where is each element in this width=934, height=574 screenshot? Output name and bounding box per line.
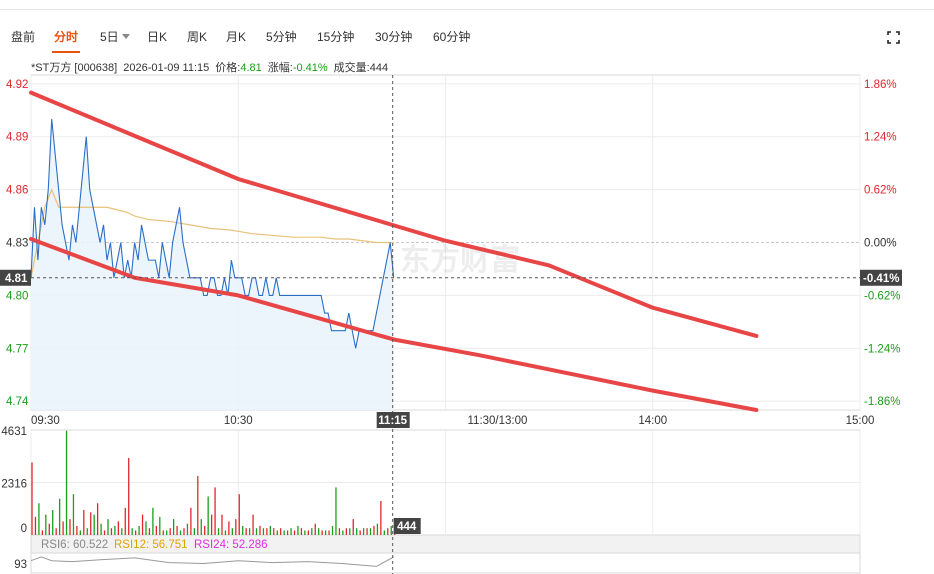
y-tick-right: -0.62%	[864, 290, 900, 302]
rsi24-label: RSI24: 52.286	[194, 539, 268, 551]
price-value: 4.81	[240, 62, 262, 74]
tab-weekly-k[interactable]: 周K	[187, 30, 208, 44]
crosshair-volume-box	[393, 518, 421, 534]
tab-60min[interactable]: 60分钟	[433, 30, 471, 44]
average-line-layer	[30, 187, 394, 278]
change-value: -0.41%	[292, 62, 328, 74]
volume-bars-layer	[31, 430, 396, 535]
rsi-y-tick: 93	[14, 559, 27, 571]
volume-y-tick: 2316	[1, 478, 27, 490]
chevron-down-icon	[121, 34, 130, 39]
y-tick-left: 4.92	[6, 79, 28, 91]
crosshair-volume: 444	[397, 521, 417, 533]
tab-15min[interactable]: 15分钟	[317, 30, 355, 44]
tab-monthly-k[interactable]: 月K	[226, 30, 247, 44]
tab-daily-k[interactable]: 日K	[147, 30, 168, 44]
y-tick-left: 4.80	[6, 290, 28, 302]
crosshair-pct-box	[860, 269, 902, 286]
price-area-layer	[31, 119, 394, 410]
y-tick-left: 4.89	[6, 132, 28, 144]
x-tick: 10:30	[224, 415, 253, 427]
y-tick-left: 4.74	[6, 396, 29, 408]
tab-premarket[interactable]: 盘前	[11, 30, 36, 44]
volume-y-tick: 4631	[1, 426, 27, 438]
crosshair-time: 11:15	[378, 415, 407, 427]
trend-line-1	[29, 90, 759, 338]
crosshair-pct: -0.41%	[863, 273, 899, 285]
volume-value: 444	[369, 62, 389, 74]
tab-5min[interactable]: 5分钟	[266, 30, 297, 44]
y-tick-right: 0.00%	[864, 238, 897, 250]
y-tick-right: 0.62%	[864, 185, 897, 197]
tab-30min[interactable]: 30分钟	[375, 30, 413, 44]
volume-label: 成交量:	[333, 62, 370, 74]
tab-5day[interactable]: 5日	[100, 24, 130, 50]
volume-y-tick: 0	[21, 523, 27, 535]
crosshair-price-box	[0, 269, 31, 286]
y-tick-right: -1.24%	[864, 343, 900, 355]
rsi12-label: RSI12: 56.751	[114, 539, 188, 551]
y-tick-right: -1.86%	[864, 396, 900, 408]
y-tick-left: 4.77	[6, 343, 28, 355]
fullscreen-icon[interactable]	[887, 31, 900, 44]
crosshair-price: 4.81	[5, 273, 28, 285]
axis-labels-layer: 4.92 1.86% 4.89 1.24% 4.86 0.62% 4.83 0.00% 4.80…	[1, 79, 900, 571]
price-area-fill	[31, 119, 394, 410]
price-label: 价格:	[215, 62, 241, 74]
tab-5day-label: 5日	[100, 30, 119, 44]
crosshair-layer: 4.81 -0.41% 11:15 444	[0, 75, 902, 574]
watermark: 东方财富	[400, 243, 520, 277]
tab-intraday[interactable]: 分时	[51, 24, 81, 53]
period-tabs: 盘前 分时 5日 日K 周K 月K 5分钟 15分钟 30分钟 60分钟	[0, 24, 934, 53]
top-border	[0, 0, 934, 10]
stock-name-code: *ST万方 [000638]	[31, 62, 118, 74]
x-tick: 11:30/13:00	[468, 415, 528, 427]
y-tick-left: 4.83	[6, 238, 28, 250]
rsi-layer: RSI6: 60.522 RSI12: 56.751 RSI24: 52.286	[30, 539, 394, 567]
chart-grid	[30, 74, 861, 574]
quote-datetime: 2026-01-09 11:15	[123, 62, 210, 74]
trend-line-2	[29, 236, 759, 412]
x-tick: 09:30	[31, 415, 60, 427]
y-tick-left: 4.86	[6, 185, 28, 197]
quote-info-bar: *ST万方 [000638] 2026-01-09 11:15 价格:4.81 涨幅:…	[31, 59, 388, 75]
rsi6-label: RSI6: 60.522	[41, 539, 108, 551]
crosshair-time-box	[376, 412, 410, 428]
trend-lines-layer	[29, 90, 759, 412]
change-label: 涨幅:	[267, 62, 293, 74]
rsi-panel-border	[30, 552, 861, 574]
rsi6-line	[30, 556, 394, 567]
average-price-line	[30, 187, 394, 278]
x-tick: 15:00	[846, 415, 875, 427]
y-tick-right: 1.24%	[864, 132, 897, 144]
x-tick: 14:00	[638, 415, 667, 427]
y-tick-right: 1.86%	[864, 79, 897, 91]
